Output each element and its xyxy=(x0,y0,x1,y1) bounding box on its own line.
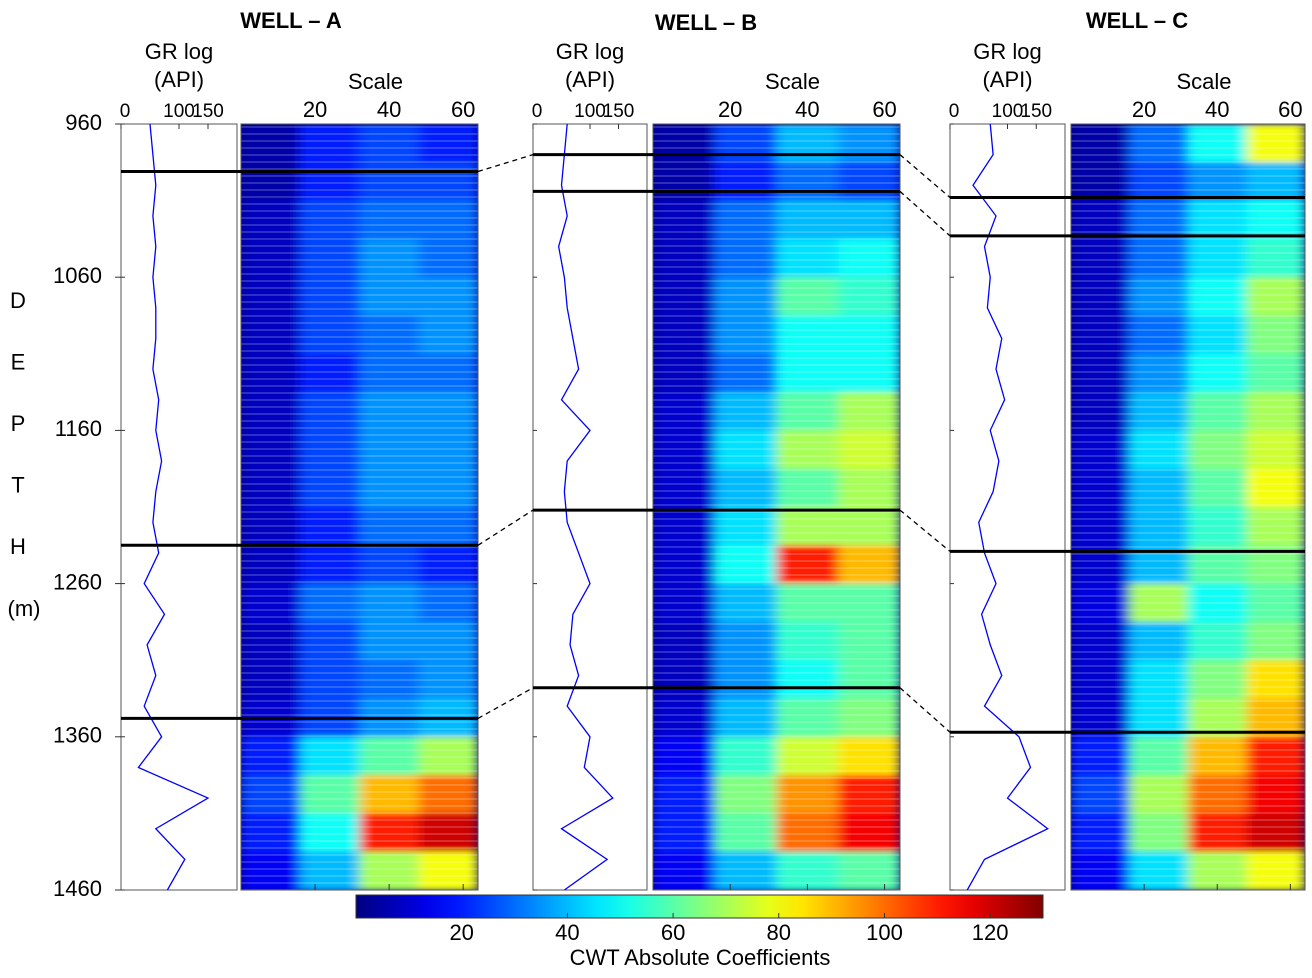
depth-axis-label: P xyxy=(11,411,26,436)
gr-panel xyxy=(949,123,1066,891)
scale-tick-label: 60 xyxy=(451,97,475,122)
scale-tick-label: 20 xyxy=(303,97,327,122)
scale-tick-label: 20 xyxy=(1132,97,1156,122)
depth-tick-label: 1160 xyxy=(55,416,102,441)
scale-axis-label: Scale xyxy=(348,69,403,94)
gr-tick-label: 0 xyxy=(949,101,960,122)
gr-tick-label: 150 xyxy=(192,101,224,122)
gr-tick-label: 100 xyxy=(992,101,1024,122)
scalogram xyxy=(241,124,478,890)
gr-axis-label: (API) xyxy=(982,67,1032,92)
colorbar-tick-label: 100 xyxy=(866,920,903,945)
scale-tick-label: 20 xyxy=(718,97,742,122)
depth-axis-label: (m) xyxy=(8,596,41,621)
colorbar-label: CWT Absolute Coefficients xyxy=(570,945,831,970)
gr-curve xyxy=(966,123,1049,891)
scale-tick-label: 40 xyxy=(795,97,819,122)
scale-axis-label: Scale xyxy=(1176,69,1231,94)
scalogram-texture xyxy=(653,124,900,890)
correlation-connector xyxy=(477,509,534,546)
gr-tick-label: 100 xyxy=(163,101,195,122)
correlation-connector xyxy=(899,509,951,552)
well-title: WELL – B xyxy=(655,10,757,35)
correlation-connector xyxy=(477,154,534,173)
depth-axis-label: T xyxy=(11,473,24,498)
correlation-connector xyxy=(477,687,534,719)
gr-tick-label: 100 xyxy=(574,101,606,122)
scale-tick-label: 60 xyxy=(872,97,896,122)
gr-tick-label: 0 xyxy=(120,101,131,122)
scalogram-texture xyxy=(241,124,478,890)
colorbar xyxy=(355,894,1044,919)
scalogram-frame xyxy=(652,123,901,891)
gr-axis-label: (API) xyxy=(154,67,204,92)
gr-axis-label: GR log xyxy=(145,39,213,64)
depth-tick-label: 1360 xyxy=(53,723,102,748)
scale-tick-label: 40 xyxy=(377,97,401,122)
scalogram-frame xyxy=(240,123,479,891)
correlation-connector xyxy=(899,687,951,733)
scale-tick-label: 60 xyxy=(1278,97,1302,122)
scale-axis-label: Scale xyxy=(765,69,820,94)
gr-tick-label: 150 xyxy=(603,101,635,122)
gr-panel xyxy=(532,123,648,891)
gr-tick-label: 0 xyxy=(532,101,543,122)
depth-axis-label: H xyxy=(10,534,26,559)
depth-axis-label: E xyxy=(11,349,26,374)
colorbar-tick-label: 60 xyxy=(661,920,685,945)
scalogram-frame xyxy=(1070,123,1306,891)
gr-curve xyxy=(137,123,210,891)
well-title: WELL – A xyxy=(240,8,342,33)
scalogram xyxy=(653,124,900,890)
gr-axis-label: GR log xyxy=(973,39,1041,64)
scalogram xyxy=(1071,124,1305,890)
depth-tick-label: 1260 xyxy=(53,569,102,594)
depth-tick-label: 960 xyxy=(65,110,102,135)
scale-tick-label: 40 xyxy=(1205,97,1229,122)
gr-tick-label: 150 xyxy=(1020,101,1052,122)
correlation-connector xyxy=(899,190,951,237)
colorbar-tick-label: 80 xyxy=(767,920,791,945)
correlation-connector xyxy=(899,154,951,199)
colorbar-tick-label: 40 xyxy=(555,920,579,945)
depth-tick-label: 1460 xyxy=(53,876,102,901)
scalogram-texture xyxy=(1071,124,1305,890)
gr-axis-label: (API) xyxy=(565,67,615,92)
depth-axis-label: D xyxy=(10,288,26,313)
gr-panel xyxy=(120,123,238,891)
gr-curve xyxy=(557,123,614,891)
gr-axis-label: GR log xyxy=(556,39,624,64)
colorbar-tick-label: 120 xyxy=(972,920,1009,945)
depth-tick-label: 1060 xyxy=(53,263,102,288)
well-title: WELL – C xyxy=(1086,8,1188,33)
colorbar-tick-label: 20 xyxy=(449,920,473,945)
